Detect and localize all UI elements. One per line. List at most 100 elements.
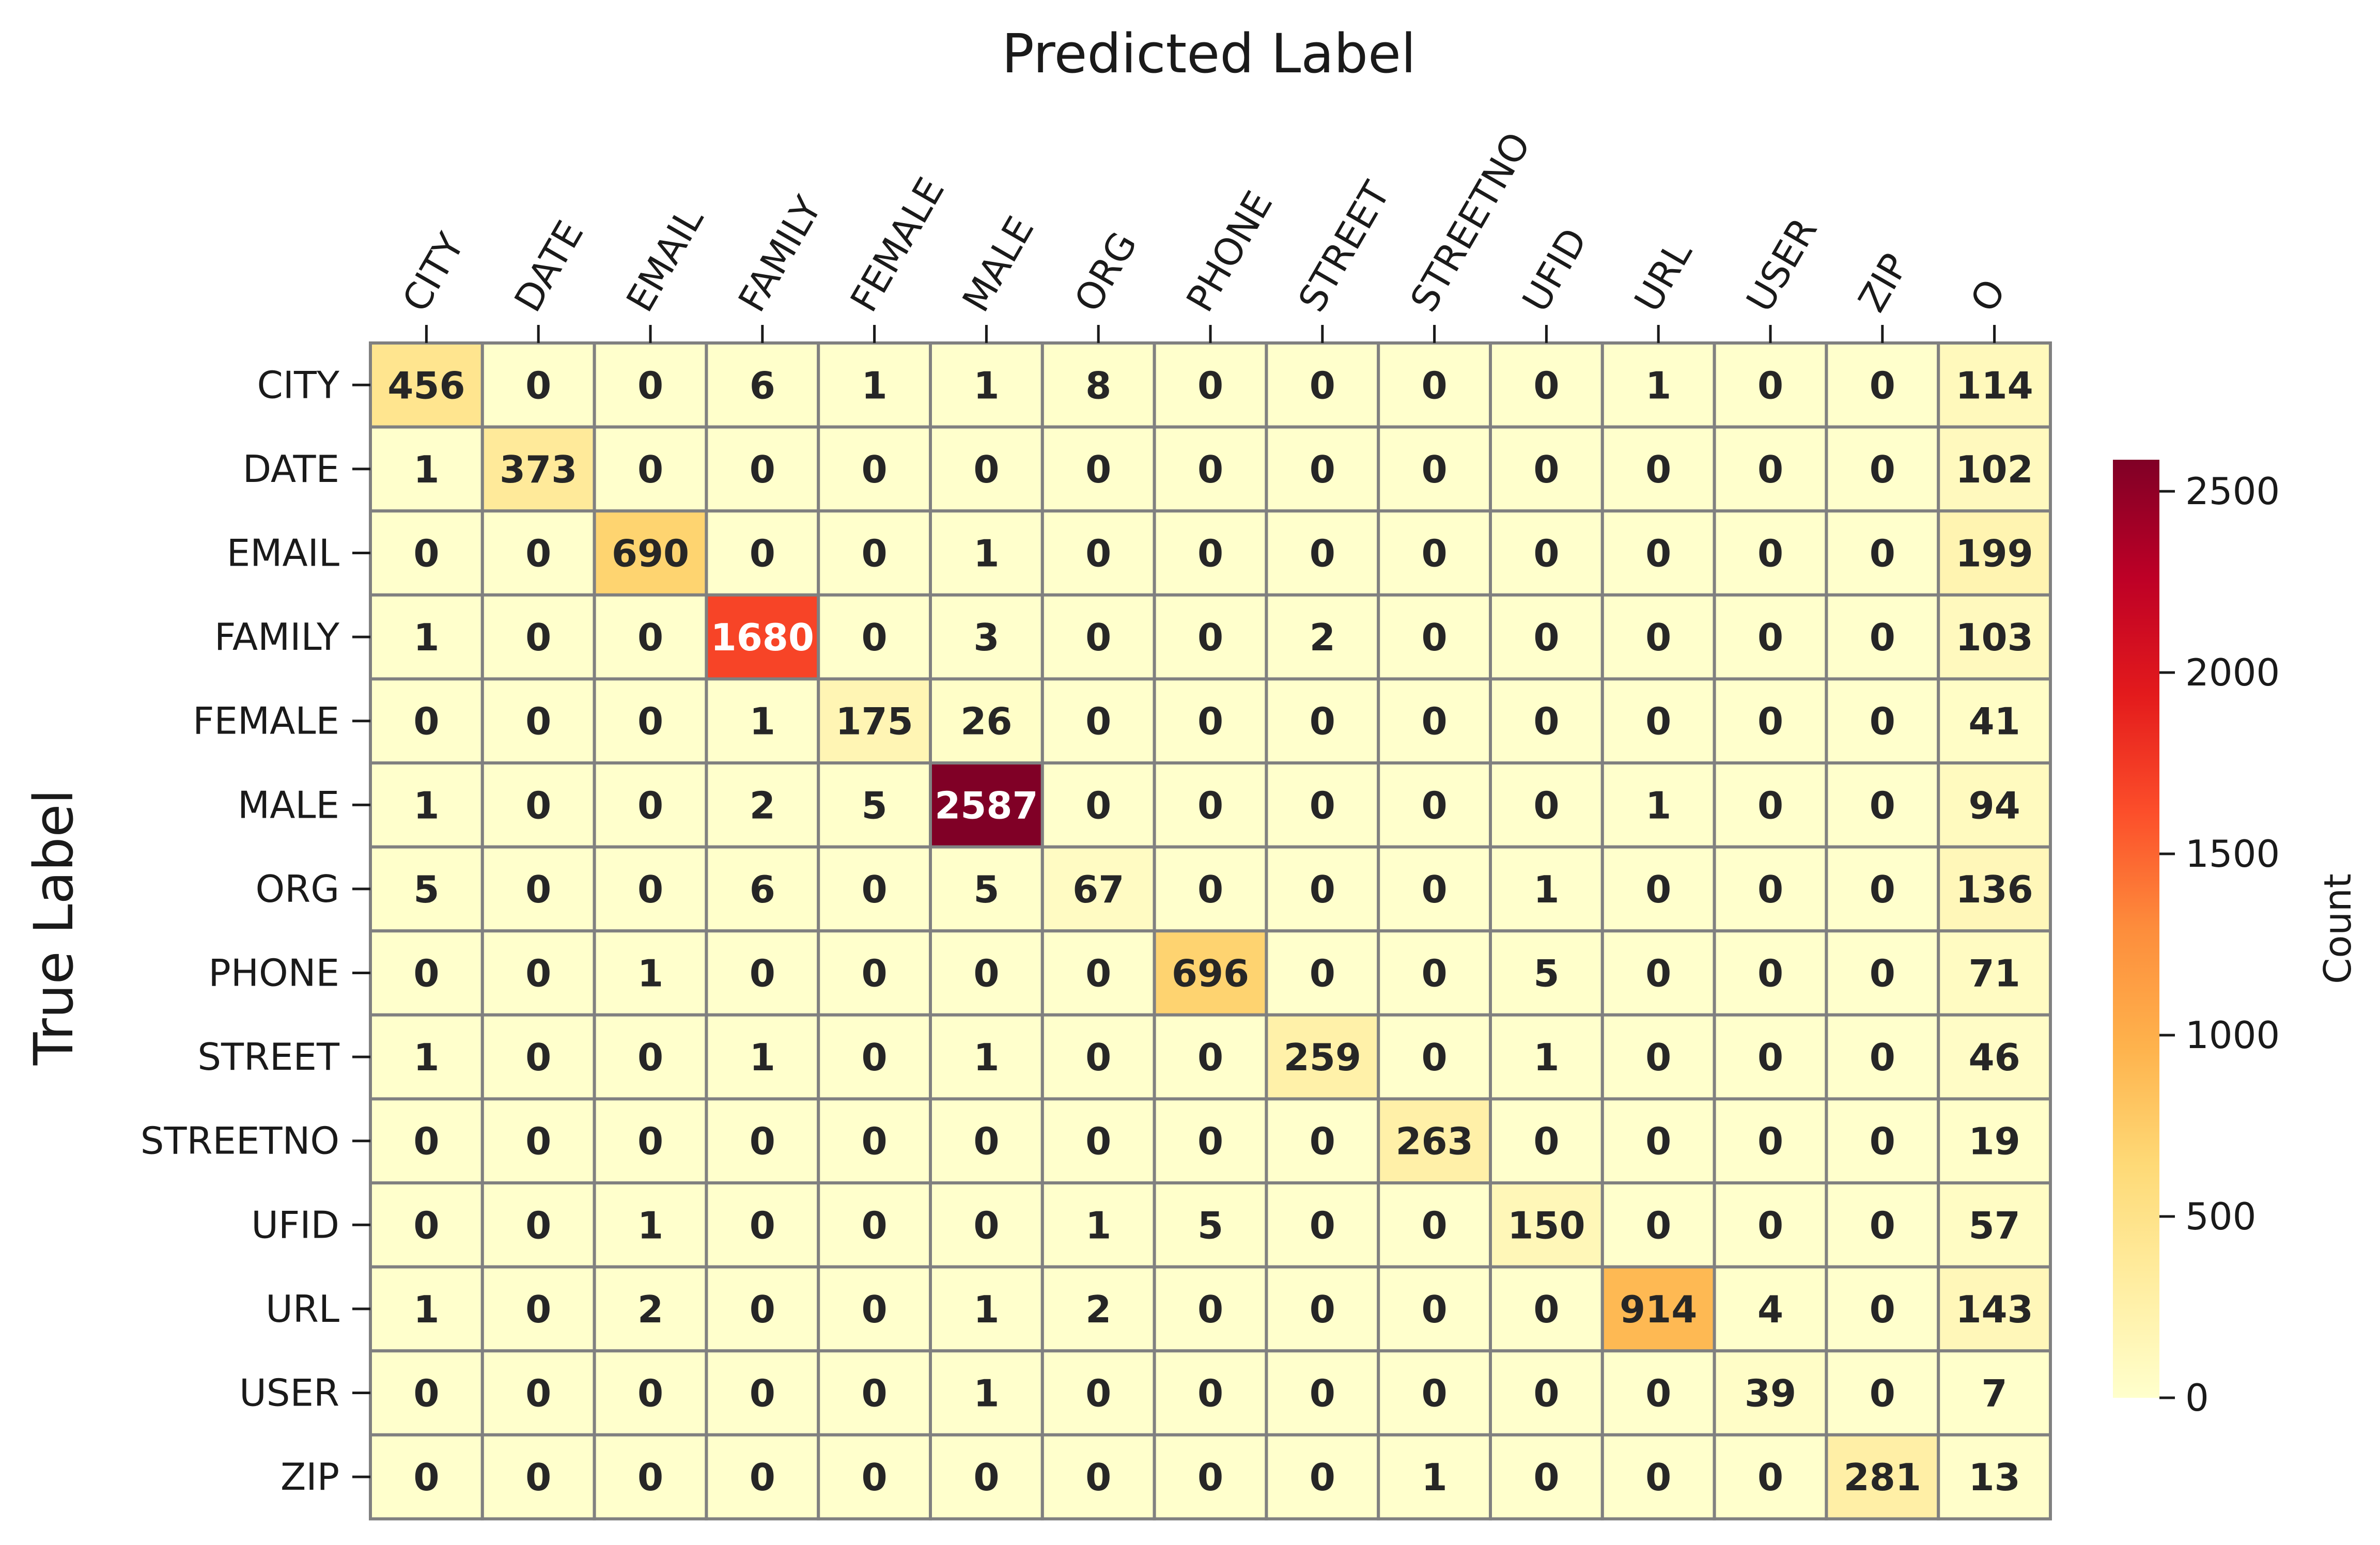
cell-value: 0 <box>1085 616 1111 659</box>
heatmap-cell <box>705 677 820 765</box>
cell-value: 71 <box>1968 952 2020 995</box>
heatmap-cell <box>1713 509 1828 597</box>
cell-value: 0 <box>637 784 663 827</box>
heatmap-cell <box>1265 1349 1380 1437</box>
cell-value: 0 <box>1533 1372 1559 1415</box>
cell-value: 2 <box>1085 1288 1111 1331</box>
cell-value: 0 <box>1645 616 1671 659</box>
cell-value: 0 <box>637 616 663 659</box>
heatmap-cell <box>369 1265 484 1353</box>
cell-value: 1 <box>973 1036 999 1079</box>
y-tick-label: FEMALE <box>193 699 339 743</box>
cell-value: 0 <box>525 700 551 743</box>
cell-value: 5 <box>1533 952 1559 995</box>
cell-value: 1 <box>637 952 663 995</box>
cell-value: 263 <box>1395 1120 1473 1163</box>
cell-value: 39 <box>1745 1372 1796 1415</box>
y-tick-label: DATE <box>243 447 339 491</box>
cell-value: 0 <box>1533 532 1559 575</box>
cell-value: 1 <box>973 1288 999 1331</box>
heatmap-cell <box>1265 1265 1380 1353</box>
colorbar-tick-label: 1500 <box>2185 832 2280 876</box>
heatmap-cell <box>1600 1349 1716 1437</box>
heatmap-cell <box>1265 1097 1380 1184</box>
heatmap-cell <box>1153 929 1268 1017</box>
cell-value: 0 <box>1422 532 1448 575</box>
cell-value: 0 <box>973 1120 999 1163</box>
heatmap-cell <box>817 1349 932 1437</box>
cell-value: 5 <box>862 784 888 827</box>
cell-value: 1 <box>637 1204 663 1247</box>
heatmap-cell <box>1377 1433 1492 1521</box>
cell-value: 1 <box>973 532 999 575</box>
cell-value: 914 <box>1620 1288 1697 1331</box>
cell-value: 0 <box>525 952 551 995</box>
cell-value: 0 <box>1870 1204 1895 1247</box>
heatmap-cell <box>480 1349 596 1437</box>
heatmap-cell <box>593 1181 708 1269</box>
cell-value: 0 <box>1870 532 1895 575</box>
y-tick-label: USER <box>239 1371 339 1415</box>
heatmap-cell <box>1377 425 1492 513</box>
cell-value: 0 <box>1197 700 1223 743</box>
cell-value: 0 <box>1870 1372 1895 1415</box>
cell-value: 0 <box>1422 1036 1448 1079</box>
cell-value: 5 <box>413 868 439 911</box>
cell-value: 0 <box>1085 532 1111 575</box>
cell-value: 5 <box>1197 1204 1223 1247</box>
heatmap-cell <box>705 929 820 1017</box>
cell-value: 0 <box>413 952 439 995</box>
heatmap-cell <box>480 929 596 1017</box>
cell-value: 0 <box>1870 364 1895 407</box>
heatmap-cell <box>929 761 1044 849</box>
cell-value: 0 <box>1422 952 1448 995</box>
cell-value: 0 <box>1310 1288 1335 1331</box>
cell-value: 0 <box>1645 1120 1671 1163</box>
heatmap-cell <box>1713 1433 1828 1521</box>
cell-value: 0 <box>1085 448 1111 491</box>
cell-value: 0 <box>1197 448 1223 491</box>
heatmap-cell <box>1377 761 1492 849</box>
cell-value: 5 <box>973 868 999 911</box>
cell-value: 0 <box>1870 1120 1895 1163</box>
cell-value: 4 <box>1757 1288 1783 1331</box>
cell-value: 1 <box>862 364 888 407</box>
cell-value: 0 <box>1085 784 1111 827</box>
cell-value: 67 <box>1072 868 1124 911</box>
heatmap-cell <box>817 677 932 765</box>
cell-value: 0 <box>637 1120 663 1163</box>
cell-value: 1 <box>750 700 775 743</box>
cell-value: 0 <box>525 868 551 911</box>
heatmap-cell <box>1937 509 2052 597</box>
cell-value: 0 <box>413 1204 439 1247</box>
cell-value: 0 <box>1533 1456 1559 1499</box>
cell-value: 0 <box>1870 784 1895 827</box>
heatmap-cell <box>817 761 932 849</box>
cell-value: 2 <box>750 784 775 827</box>
heatmap-cell <box>1265 341 1380 429</box>
cell-value: 0 <box>1757 1456 1783 1499</box>
cell-value: 0 <box>525 784 551 827</box>
heatmap-cell <box>593 1013 708 1101</box>
cell-value: 0 <box>1757 868 1783 911</box>
heatmap-cell <box>1825 509 1940 597</box>
cell-value: 136 <box>1955 868 2033 911</box>
heatmap-cell <box>1937 1097 2052 1184</box>
heatmap-cell <box>480 1013 596 1101</box>
cell-value: 175 <box>835 700 913 743</box>
heatmap-cell <box>1040 1097 1156 1184</box>
heatmap-cell <box>480 1433 596 1521</box>
cell-value: 1 <box>413 1036 439 1079</box>
cell-value: 7 <box>1982 1372 2008 1415</box>
heatmap-cell <box>929 425 1044 513</box>
heatmap-cell <box>1153 341 1268 429</box>
cell-value: 259 <box>1284 1036 1361 1079</box>
heatmap-cell <box>817 1013 932 1101</box>
cell-value: 0 <box>862 868 888 911</box>
cell-value: 1 <box>413 448 439 491</box>
cell-value: 0 <box>1533 1120 1559 1163</box>
cell-value: 94 <box>1968 784 2020 827</box>
heatmap-cell <box>1489 1097 1604 1184</box>
heatmap-cell <box>1153 425 1268 513</box>
heatmap-cell <box>705 425 820 513</box>
